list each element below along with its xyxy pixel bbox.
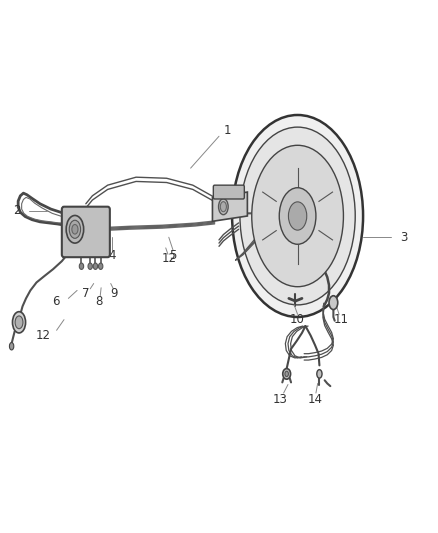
Text: 1: 1 bbox=[224, 124, 231, 138]
Ellipse shape bbox=[220, 201, 226, 212]
Ellipse shape bbox=[69, 220, 81, 238]
FancyBboxPatch shape bbox=[213, 185, 244, 199]
Polygon shape bbox=[212, 192, 247, 221]
Text: 5: 5 bbox=[170, 249, 177, 262]
Ellipse shape bbox=[279, 188, 316, 244]
Text: 14: 14 bbox=[307, 393, 322, 406]
Ellipse shape bbox=[219, 199, 228, 215]
Text: 12: 12 bbox=[161, 252, 176, 265]
Ellipse shape bbox=[79, 263, 84, 269]
Text: 9: 9 bbox=[110, 287, 118, 300]
Text: 6: 6 bbox=[52, 295, 60, 308]
Ellipse shape bbox=[66, 215, 84, 243]
Text: 12: 12 bbox=[36, 329, 51, 342]
Text: 13: 13 bbox=[273, 393, 288, 406]
Ellipse shape bbox=[288, 202, 307, 230]
Ellipse shape bbox=[72, 224, 78, 234]
Ellipse shape bbox=[10, 343, 14, 350]
Ellipse shape bbox=[240, 127, 355, 305]
Ellipse shape bbox=[329, 296, 338, 310]
Ellipse shape bbox=[285, 371, 288, 376]
Ellipse shape bbox=[252, 146, 343, 287]
Ellipse shape bbox=[232, 115, 363, 317]
Text: 2: 2 bbox=[13, 204, 20, 217]
Ellipse shape bbox=[15, 316, 23, 329]
Ellipse shape bbox=[93, 263, 98, 269]
Ellipse shape bbox=[283, 368, 290, 379]
Text: 3: 3 bbox=[400, 231, 408, 244]
Ellipse shape bbox=[88, 263, 92, 269]
FancyBboxPatch shape bbox=[62, 207, 110, 257]
Ellipse shape bbox=[317, 369, 322, 378]
Text: 11: 11 bbox=[334, 313, 349, 326]
Text: 10: 10 bbox=[290, 313, 305, 326]
Text: 7: 7 bbox=[82, 287, 90, 300]
Text: 4: 4 bbox=[108, 249, 116, 262]
Ellipse shape bbox=[99, 263, 103, 269]
Ellipse shape bbox=[12, 312, 25, 333]
Text: 8: 8 bbox=[95, 295, 102, 308]
